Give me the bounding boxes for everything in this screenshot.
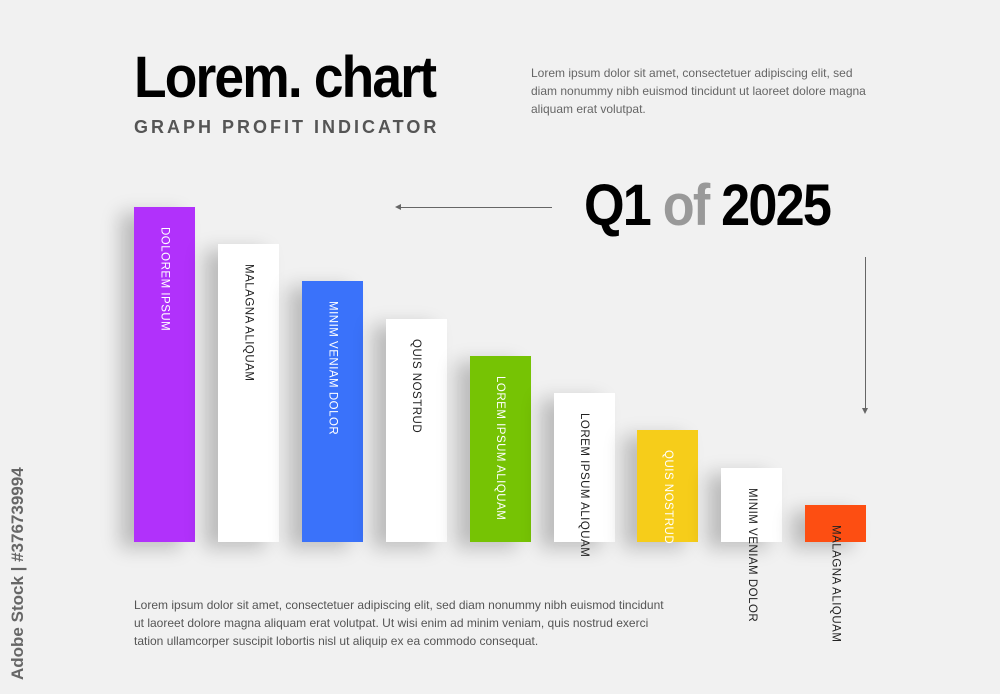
bar-label: QUIS NOSTRUD bbox=[410, 338, 423, 433]
footer-text: Lorem ipsum dolor sit amet, consectetuer… bbox=[134, 598, 664, 648]
bar-label: MINIM VENIAM DOLOR bbox=[326, 301, 339, 436]
period-year: 2025 bbox=[721, 173, 832, 238]
arrow-down-icon bbox=[862, 257, 868, 414]
period-quarter: Q1 bbox=[584, 173, 652, 238]
page-title: Lorem. chart bbox=[134, 45, 437, 110]
arrow-left-icon bbox=[395, 204, 552, 210]
bar-label: LOREM IPSUM ALIQUAM bbox=[578, 413, 590, 558]
watermark: Adobe Stock | #376739994 bbox=[8, 467, 27, 680]
bar-8: MINIM VENIAM DOLOR bbox=[721, 467, 783, 622]
bar-label: DOLOREM IPSUM bbox=[158, 227, 171, 332]
bar-3: MINIM VENIAM DOLOR bbox=[301, 281, 363, 542]
period-of: of bbox=[662, 173, 710, 238]
bar-5: LOREM IPSUM ALIQUAM bbox=[469, 355, 531, 542]
bar-label: MALAGNA ALIQUAM bbox=[242, 264, 255, 382]
bar-6: LOREM IPSUM ALIQUAM bbox=[553, 393, 615, 557]
bar-label: QUIS NOSTRUD bbox=[661, 450, 674, 545]
bar-1: DOLOREM IPSUM bbox=[134, 207, 195, 542]
bar-9: MALAGNA ALIQUAM bbox=[805, 504, 867, 642]
bar-label: MINIM VENIAM DOLOR bbox=[745, 487, 758, 622]
intro-text: Lorem ipsum dolor sit amet, consectetuer… bbox=[531, 66, 866, 116]
bar-label: LOREM IPSUM ALIQUAM bbox=[494, 375, 507, 521]
bar-label: MALAGNA ALIQUAM bbox=[829, 524, 842, 643]
bar-4: QUIS NOSTRUD bbox=[385, 318, 447, 542]
page-subtitle: GRAPH PROFIT INDICATOR bbox=[134, 117, 440, 137]
bar-7: QUIS NOSTRUD bbox=[637, 430, 699, 545]
period-heading: Q1 of 2025 bbox=[584, 172, 832, 239]
bar-2: MALAGNA ALIQUAM bbox=[217, 244, 279, 542]
